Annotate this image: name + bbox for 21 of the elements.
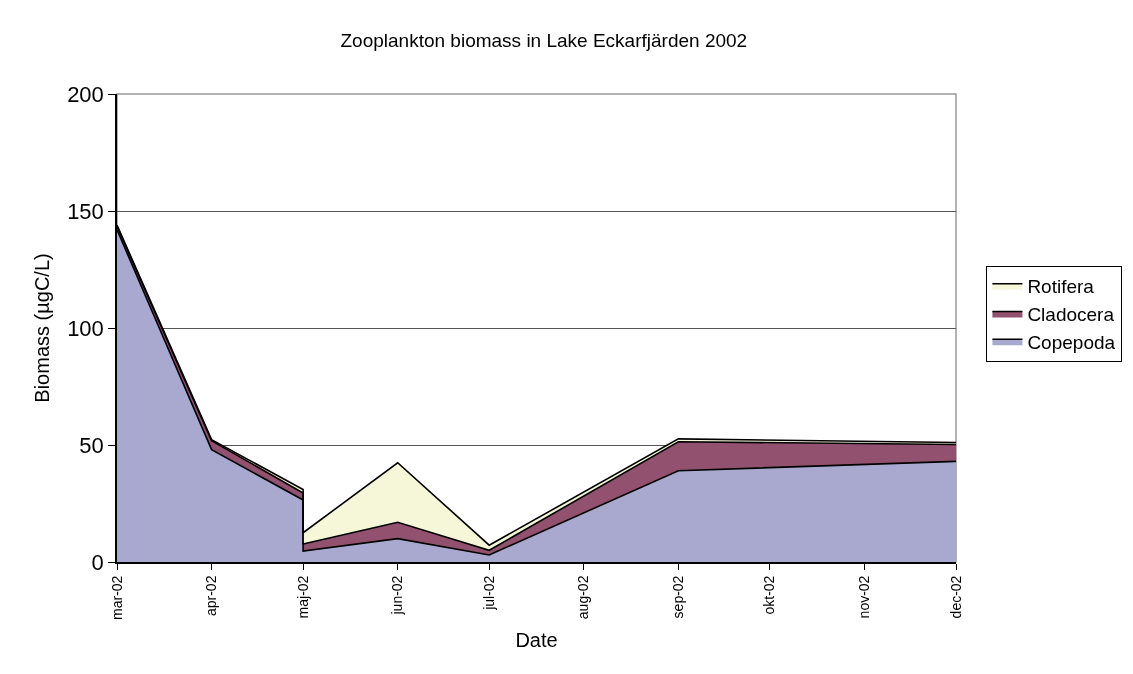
x-tick-label: jul-02	[480, 575, 497, 611]
y-tick-label: 150	[67, 198, 104, 224]
legend-label: Rotifera	[1027, 276, 1095, 298]
chart-title: Zooplankton biomass in Lake Eckarfjärden 2002	[340, 29, 748, 51]
y-tick-label: 200	[67, 81, 104, 107]
x-tick-label: aug-02	[575, 575, 592, 620]
x-tick-label: sep-02	[669, 575, 686, 619]
x-tick-label: apr-02	[203, 575, 220, 617]
y-axis-title: Biomass (µgC/L)	[31, 253, 54, 403]
y-tick-label: 100	[67, 315, 104, 341]
legend-label: Cladocera	[1027, 303, 1115, 325]
x-tick-label: mar-02	[108, 575, 125, 620]
y-tick-label: 50	[79, 432, 104, 458]
x-tick-label: maj-02	[294, 575, 311, 619]
x-tick-label: jun-02	[389, 575, 406, 616]
x-tick-label: dec-02	[947, 575, 964, 619]
x-tick-label: okt-02	[761, 575, 778, 615]
x-tick-label: nov-02	[856, 575, 873, 619]
y-tick-label: 0	[91, 549, 104, 575]
x-axis-title: Date	[515, 628, 558, 651]
legend-label: Copepoda	[1027, 331, 1116, 353]
